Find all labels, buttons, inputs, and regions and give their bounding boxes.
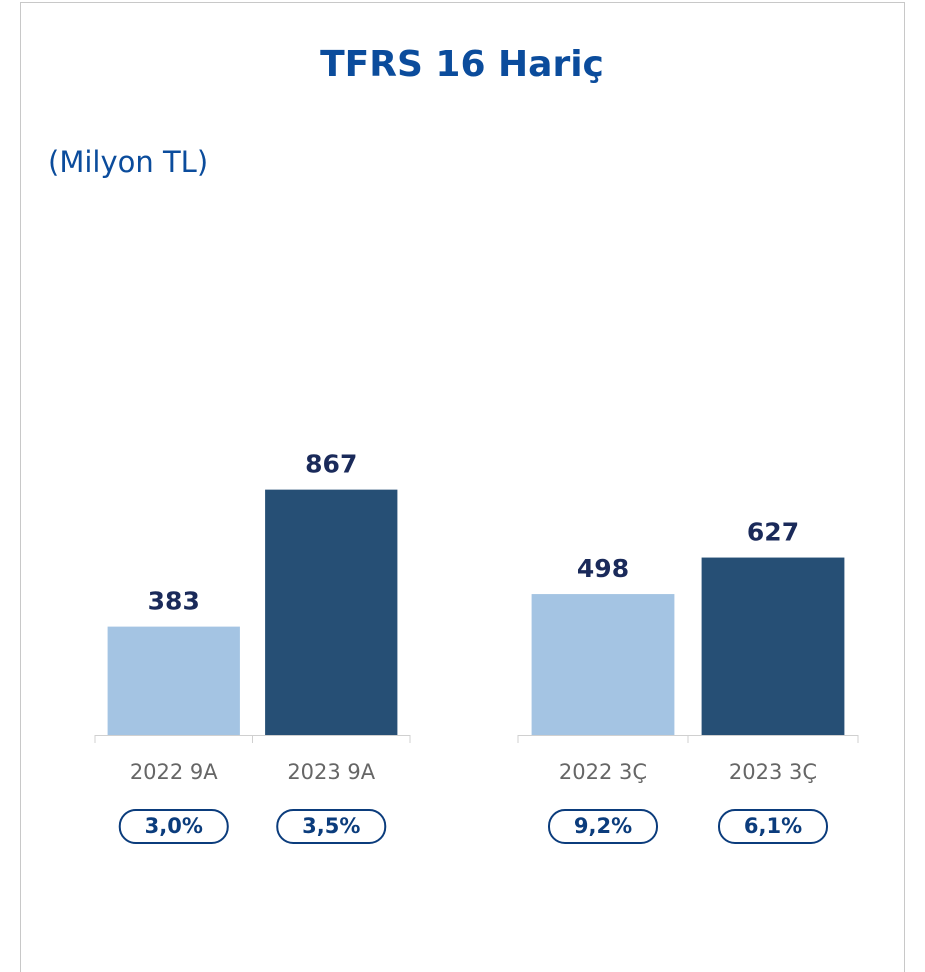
subtitle: (Milyon TL) — [48, 145, 208, 179]
frame — [20, 2, 905, 972]
category-label: 2023 3Ç — [729, 760, 817, 784]
badge — [548, 809, 658, 844]
badge-label: 3,5% — [302, 814, 360, 838]
badge — [276, 809, 387, 844]
category-label: 2022 9A — [130, 760, 218, 784]
bar — [265, 489, 398, 735]
category-label: 2022 3Ç — [559, 760, 647, 784]
badge-label: 9,2% — [574, 814, 632, 838]
badge-label: 6,1% — [744, 814, 802, 838]
bar — [701, 557, 845, 735]
value-label: 383 — [148, 587, 200, 616]
badge-label: 3,0% — [145, 814, 203, 838]
badge — [118, 809, 229, 844]
badge — [718, 809, 828, 844]
bar — [531, 594, 675, 735]
value-label: 627 — [747, 518, 799, 547]
title: TFRS 16 Hariç — [320, 44, 604, 85]
value-label: 867 — [305, 450, 357, 479]
value-label: 498 — [577, 554, 629, 583]
bar — [107, 626, 240, 735]
category-label: 2023 9A — [287, 760, 375, 784]
